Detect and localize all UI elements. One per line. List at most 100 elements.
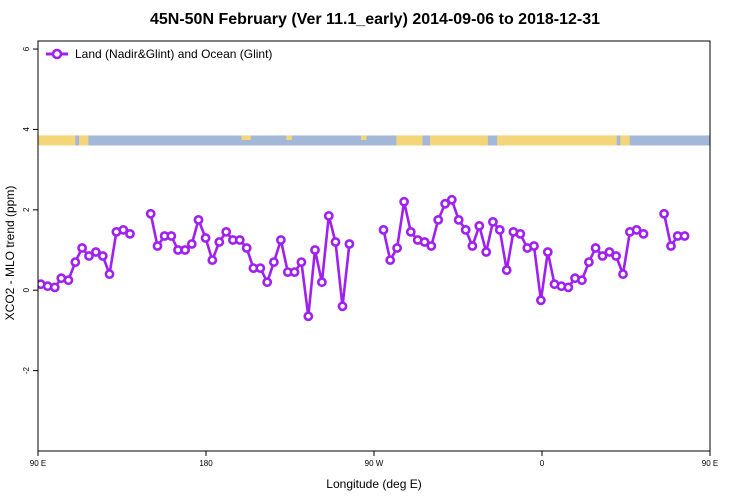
data-point: [337, 301, 348, 312]
data-point: [494, 224, 505, 235]
data-point: [659, 208, 669, 219]
data-point: [631, 224, 642, 235]
land-segment: [38, 135, 76, 146]
data-point: [323, 210, 334, 221]
data-point: [666, 241, 676, 251]
data-point: [433, 214, 444, 225]
data-point: [234, 235, 245, 245]
data-point: [275, 235, 286, 245]
data-point: [378, 224, 389, 235]
data-point: [399, 196, 409, 207]
data-point: [590, 243, 601, 253]
data-point: [289, 267, 300, 277]
legend: Land (Nadir&Glint) and Ocean (Glint): [46, 47, 272, 61]
legend-label: Land (Nadir&Glint) and Ocean (Glint): [75, 47, 272, 61]
data-point: [515, 228, 526, 239]
data-point: [392, 243, 402, 253]
plot-frame: [37, 40, 711, 452]
data-point: [536, 295, 546, 306]
series-line-segment: [382, 198, 645, 302]
data-point: [77, 243, 87, 253]
x-tick-label: 90 W: [365, 459, 384, 468]
data-point: [604, 247, 615, 257]
land-segment: [430, 135, 488, 146]
data-point: [542, 247, 553, 257]
data-point: [481, 247, 492, 257]
data-point: [241, 243, 252, 253]
data-point: [118, 224, 129, 235]
data-point: [426, 241, 437, 251]
data-point: [193, 214, 204, 225]
data-point: [262, 277, 273, 288]
data-point: [577, 275, 587, 286]
data-point: [186, 239, 197, 249]
chart-title: 45N-50N February (Ver 11.1_early) 2014-0…: [149, 11, 601, 28]
series-points: [38, 194, 690, 322]
data-point: [405, 226, 416, 237]
data-point: [255, 263, 266, 273]
y-tick-label: 6: [22, 46, 31, 51]
data-point: [296, 257, 307, 267]
land-segment: [396, 135, 423, 146]
y-axis-label: XCO2 - MLO trend (ppm): [3, 185, 17, 321]
data-point: [638, 228, 649, 239]
x-tick-label: 180: [199, 459, 213, 468]
data-point: [104, 269, 115, 279]
data-point: [70, 257, 81, 267]
data-point: [385, 255, 396, 265]
legend-marker-swatch: [51, 48, 63, 60]
data-point: [440, 198, 450, 209]
data-point: [419, 237, 430, 247]
data-point: [679, 231, 690, 241]
data-point: [611, 251, 621, 261]
land-segment: [497, 135, 617, 146]
land-segment: [360, 135, 367, 140]
data-point: [453, 214, 464, 225]
data-point: [207, 255, 218, 265]
landmask-band: [38, 135, 710, 146]
data-point: [460, 224, 471, 235]
data-point: [310, 245, 320, 255]
land-segment: [79, 135, 89, 146]
data-point: [487, 216, 498, 227]
x-tick-label: 90 E: [702, 459, 718, 468]
data-point: [268, 257, 279, 267]
x-tick-label: 0: [540, 459, 545, 468]
data-point: [303, 311, 314, 322]
data-point: [467, 241, 478, 251]
series-line-segment: [662, 213, 685, 248]
land-segment: [241, 135, 251, 140]
data-point: [584, 257, 594, 267]
data-point: [474, 220, 485, 231]
y-tick-label: 2: [22, 207, 31, 212]
x-axis-label: Longitude (deg E): [326, 477, 422, 491]
x-axis: 90 E 180 90 W 0 90 E: [30, 451, 718, 468]
data-point: [152, 241, 163, 251]
data-point: [221, 226, 232, 237]
data-point: [330, 237, 341, 247]
data-point: [125, 228, 135, 239]
data-point: [84, 251, 94, 261]
y-tick-label: 0: [22, 287, 31, 292]
data-point: [563, 282, 574, 293]
data-point: [145, 208, 156, 219]
x-tick-label: 90 E: [30, 459, 46, 468]
data-point: [166, 231, 177, 241]
data-point: [501, 265, 512, 275]
data-point: [200, 233, 211, 243]
y-tick-label: 4: [22, 127, 31, 132]
data-point: [180, 245, 190, 255]
land-segment: [286, 135, 292, 140]
data-point: [91, 247, 101, 257]
data-point: [344, 239, 355, 249]
data-point: [446, 194, 457, 205]
data-point: [49, 282, 60, 293]
y-tick-label: -2: [22, 367, 31, 375]
ocean-band: [38, 135, 710, 146]
data-point: [529, 241, 539, 251]
data-point: [63, 275, 74, 286]
y-axis: -2 0 2 4 6: [22, 46, 38, 374]
land-segment: [620, 135, 630, 146]
data-point: [597, 251, 608, 261]
